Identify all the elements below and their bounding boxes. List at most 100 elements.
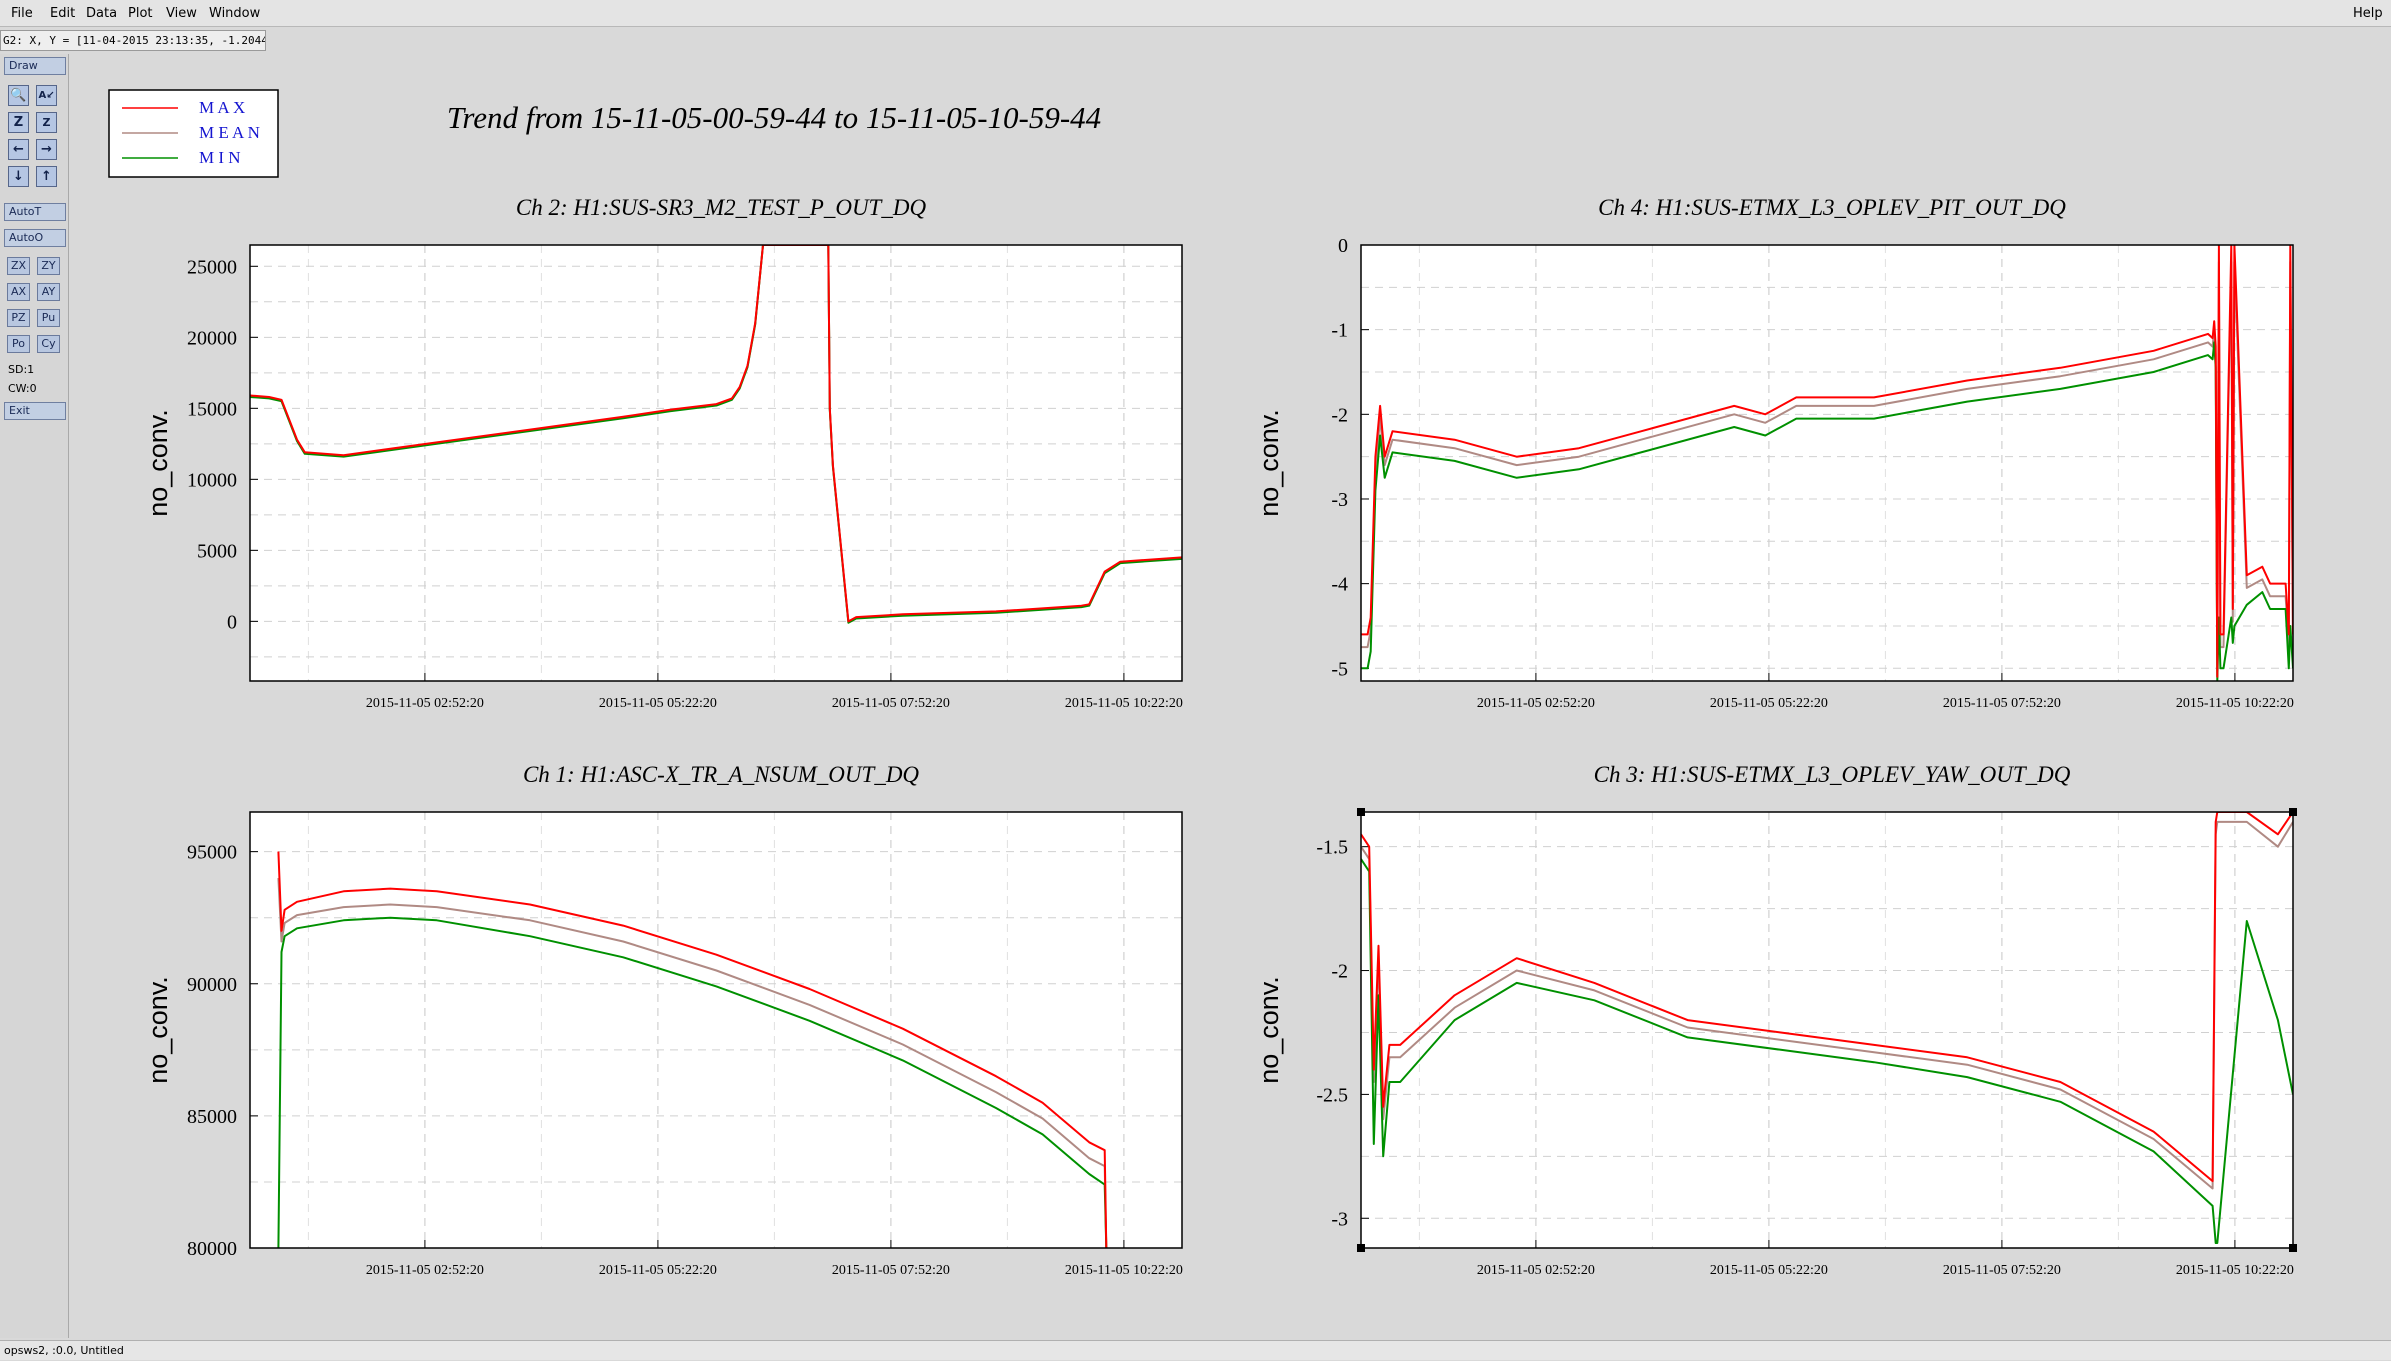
ch4-ytick-label: 0 xyxy=(1338,235,1348,257)
exit-button[interactable]: Exit xyxy=(4,402,66,420)
ch2-ytick-label: 5000 xyxy=(197,540,237,562)
ch2-plot-background xyxy=(250,245,1182,681)
ch3-series-max xyxy=(1361,812,2293,1183)
ch4-xtick-label: 2015-11-05 05:22:20 xyxy=(1710,696,1828,711)
ch2-ytick-label: 15000 xyxy=(187,398,237,420)
ch3-ytick-label: -3 xyxy=(1331,1208,1348,1230)
ch4-plot-frame xyxy=(1360,244,2294,682)
ch3-xtick-label: 2015-11-05 10:22:20 xyxy=(2176,1263,2294,1278)
ch1-ytick-label: 85000 xyxy=(187,1106,237,1128)
ch4-series-mean xyxy=(1361,260,2293,678)
ch4-ylabel: no_conv. xyxy=(1254,409,1284,517)
ch1-plot-frame xyxy=(249,811,1183,1249)
ch2-series-max xyxy=(250,245,1182,623)
menu-file[interactable]: File xyxy=(11,6,33,21)
ch3-plot-frame xyxy=(1360,811,2294,1249)
arrow-up-icon[interactable]: ↑ xyxy=(36,166,57,187)
menu-bar: File Edit Data Plot View Window Help xyxy=(0,0,2391,27)
ch2-ytick-label: 0 xyxy=(227,611,237,633)
ch4-ytick-label: -1 xyxy=(1331,320,1348,342)
menu-data[interactable]: Data xyxy=(86,6,118,21)
arrow-left-icon[interactable]: ← xyxy=(8,139,29,160)
legend-max-label: M A X xyxy=(199,98,245,117)
arrow-down-icon[interactable]: ↓ xyxy=(8,166,29,187)
ch2-ytick-label: 10000 xyxy=(187,469,237,491)
legend-mean-label: M E A N xyxy=(199,123,260,142)
menu-help[interactable]: Help xyxy=(2353,6,2383,21)
ch3-plot-background xyxy=(1361,812,2293,1248)
cursor-readout: G2: X, Y = [11-04-2015 23:13:35, -1.2044… xyxy=(0,30,266,51)
ch3-selection-handle[interactable] xyxy=(1357,1244,1365,1252)
sd-label: SD:1 xyxy=(8,363,35,376)
ch2-plot-frame xyxy=(249,244,1183,682)
ch1-series-min xyxy=(277,916,1108,1248)
ch3-title: Ch 3: H1:SUS-ETMX_L3_OPLEV_YAW_OUT_DQ xyxy=(1594,762,2071,787)
ch3-selection-handle[interactable] xyxy=(1357,808,1365,816)
ch2-xtick-label: 2015-11-05 07:52:20 xyxy=(832,696,950,711)
menu-view[interactable]: View xyxy=(166,6,197,21)
zoom-out-icon[interactable]: Z xyxy=(36,112,57,133)
zx-button[interactable]: ZX xyxy=(7,257,30,275)
menu-edit[interactable]: Edit xyxy=(50,6,76,21)
ch3-xtick-label: 2015-11-05 02:52:20 xyxy=(1477,1263,1595,1278)
ch4-xtick-label: 2015-11-05 02:52:20 xyxy=(1477,696,1595,711)
ch1-xtick-label: 2015-11-05 10:22:20 xyxy=(1065,1263,1183,1278)
ch2-ytick-label: 25000 xyxy=(187,256,237,278)
ch3-ylabel: no_conv. xyxy=(1254,976,1284,1084)
ch3-ytick-label: -2 xyxy=(1331,961,1348,983)
ch2-xtick-label: 2015-11-05 05:22:20 xyxy=(599,696,717,711)
ch1-ytick-label: 95000 xyxy=(187,842,237,864)
ch3-selection-handle[interactable] xyxy=(2289,1244,2297,1252)
cy-button[interactable]: Cy xyxy=(37,335,60,353)
ch3-ytick-label: -2.5 xyxy=(1316,1084,1348,1106)
ch2-title: Ch 2: H1:SUS-SR3_M2_TEST_P_OUT_DQ xyxy=(516,195,927,220)
tool-palette: Draw 🔍 A↙ Z Z ← → ↓ ↑ AutoT AutoO ZX ZY … xyxy=(0,54,69,1338)
ch1-series-mean xyxy=(277,878,1108,1248)
po-button[interactable]: Po xyxy=(7,335,30,353)
ch1-ylabel: no_conv. xyxy=(143,976,173,1084)
menu-plot[interactable]: Plot xyxy=(128,6,153,21)
ch1-xtick-label: 2015-11-05 05:22:20 xyxy=(599,1263,717,1278)
ch1-plot-background xyxy=(250,812,1182,1248)
ch4-series-min xyxy=(1361,341,2293,681)
zy-button[interactable]: ZY xyxy=(37,257,60,275)
bottom-status: opsws2, :0.0, Untitled xyxy=(0,1340,2391,1360)
ch1-plot: 2015-11-05 02:52:20 2015-11-05 05:22:20 20… xyxy=(143,762,1183,1278)
arrow-right-icon[interactable]: → xyxy=(36,139,57,160)
ch4-xtick-label: 2015-11-05 07:52:20 xyxy=(1943,696,2061,711)
ch2-ytick-label: 20000 xyxy=(187,327,237,349)
ch1-xtick-label: 2015-11-05 02:52:20 xyxy=(366,1263,484,1278)
ay-button[interactable]: AY xyxy=(37,283,60,301)
ch1-ytick-label: 80000 xyxy=(187,1238,237,1260)
pu-button[interactable]: Pu xyxy=(37,309,60,327)
ch3-ytick-label: -1.5 xyxy=(1316,837,1348,859)
ax-button[interactable]: AX xyxy=(7,283,30,301)
zoom-in-icon[interactable]: Z xyxy=(8,112,29,133)
ch2-plot: 2015-11-05 02:52:20 2015-11-05 05:22:20 20… xyxy=(143,195,1183,711)
legend: M A X M E A N M I N xyxy=(108,89,279,178)
ch4-series-max xyxy=(1361,245,2293,678)
ch3-selection-handle[interactable] xyxy=(2289,808,2297,816)
autot-button[interactable]: AutoT xyxy=(4,203,66,221)
ch4-xtick-label: 2015-11-05 10:22:20 xyxy=(2176,696,2294,711)
page-title: Trend from 15-11-05-00-59-44 to 15-11-05… xyxy=(447,100,1101,135)
autoo-button[interactable]: AutoO xyxy=(4,229,66,247)
menu-window[interactable]: Window xyxy=(209,6,261,21)
ch3-xtick-label: 2015-11-05 07:52:20 xyxy=(1943,1263,2061,1278)
draw-button[interactable]: Draw xyxy=(4,57,66,75)
ch1-title: Ch 1: H1:ASC-X_TR_A_NSUM_OUT_DQ xyxy=(523,762,919,787)
ch4-plot: 2015-11-05 02:52:20 2015-11-05 05:22:20 20… xyxy=(1254,195,2294,711)
pz-button[interactable]: PZ xyxy=(7,309,30,327)
text-tool-icon[interactable]: A↙ xyxy=(36,85,57,106)
ch4-ytick-label: -4 xyxy=(1331,574,1348,596)
legend-min-label: M I N xyxy=(199,148,241,167)
ch1-ytick-label: 90000 xyxy=(187,974,237,996)
ch4-ytick-label: -5 xyxy=(1331,658,1348,680)
ch3-series-min xyxy=(1361,858,2293,1244)
ch2-xtick-label: 2015-11-05 10:22:20 xyxy=(1065,696,1183,711)
ch1-xtick-label: 2015-11-05 07:52:20 xyxy=(832,1263,950,1278)
zoom-icon[interactable]: 🔍 xyxy=(8,85,29,106)
ch4-ytick-label: -3 xyxy=(1331,489,1348,511)
ch3-xtick-label: 2015-11-05 05:22:20 xyxy=(1710,1263,1828,1278)
